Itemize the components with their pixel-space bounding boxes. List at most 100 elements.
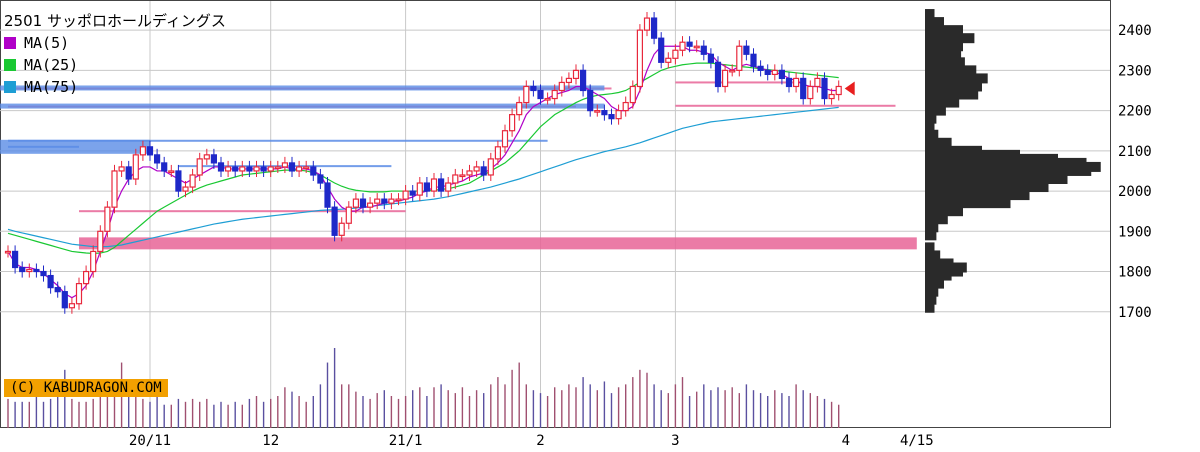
candle-body <box>707 53 715 63</box>
volume-profile-bar <box>925 113 937 124</box>
candle-body <box>650 17 658 39</box>
volume-profile-bar <box>925 206 963 217</box>
candle-body <box>90 250 97 273</box>
volume-profile-bar <box>925 182 1049 193</box>
candle-body <box>395 198 402 202</box>
candle-body <box>714 61 722 88</box>
candle-body <box>807 85 814 100</box>
volume-profile-bar <box>925 129 939 140</box>
candle-body <box>182 186 189 192</box>
level-line <box>79 237 917 250</box>
candle-body <box>579 69 587 92</box>
volume-profile-bar <box>925 302 935 313</box>
volume-profile-bar <box>925 105 946 116</box>
candle-body <box>175 170 182 192</box>
candle-body <box>658 37 665 63</box>
level-zone <box>0 139 150 154</box>
candle-body <box>551 89 558 100</box>
candle-body <box>132 154 139 180</box>
candle-body <box>68 303 76 309</box>
y-tick-label: 2200 <box>1118 104 1152 120</box>
level-line <box>675 104 896 107</box>
candle-body <box>636 29 644 88</box>
volume-profile-bar <box>925 97 960 108</box>
candle-body <box>296 166 303 172</box>
candle-body <box>33 268 40 273</box>
candle-body <box>430 178 438 192</box>
volume-profile-bar <box>925 250 941 261</box>
candle-body <box>438 178 445 192</box>
volume-profile-bar <box>925 145 982 156</box>
candle-body <box>203 154 210 160</box>
candle-body <box>523 85 530 104</box>
volume-profile-bar <box>925 89 979 100</box>
candle-body <box>480 166 487 176</box>
legend-item-ma5: MA(5) <box>4 32 226 54</box>
candle-body <box>729 69 736 73</box>
level-line <box>675 81 804 84</box>
candle-body <box>537 89 544 100</box>
candle-body <box>594 110 601 113</box>
candle-body <box>721 69 729 88</box>
candle-body <box>501 130 509 148</box>
candle-body <box>288 162 296 172</box>
candle-body <box>686 41 693 47</box>
legend-swatch <box>4 59 16 71</box>
candle-body <box>416 182 423 196</box>
candle-body <box>118 166 125 172</box>
y-tick-label: 2100 <box>1118 144 1152 160</box>
volume-profile-bar <box>925 222 939 233</box>
candle-body <box>622 101 629 112</box>
candle-body <box>217 162 225 172</box>
ma25-line <box>7 62 839 255</box>
candle-body <box>154 154 161 164</box>
candle-body <box>139 146 146 156</box>
candle-body <box>338 222 345 236</box>
level-zone <box>0 103 605 109</box>
candle-body <box>459 174 466 178</box>
ma5-line <box>7 45 839 299</box>
y-tick-label: 2400 <box>1118 23 1152 39</box>
candle-body <box>274 166 281 170</box>
y-tick-label: 2300 <box>1118 63 1152 79</box>
candle-body <box>146 146 154 156</box>
candle-body <box>310 166 317 176</box>
volume-profile-bar <box>925 198 1011 209</box>
chart-legend: 2501 サッポロホールディングス MA(5) MA(25) MA(75) <box>4 10 226 98</box>
candle-body <box>423 182 430 192</box>
candle-body <box>303 166 310 170</box>
legend-swatch <box>4 81 16 93</box>
candle-body <box>764 69 771 75</box>
candle-body <box>75 283 83 305</box>
candle-body <box>629 85 636 104</box>
volume-profile-bar <box>925 33 975 44</box>
candle-body <box>665 57 672 63</box>
candle-body <box>168 170 175 174</box>
y-tick-label: 2000 <box>1118 184 1152 200</box>
volume-profile-bar <box>925 294 937 305</box>
candle-body <box>608 114 615 120</box>
x-tick-label: 20/11 <box>129 433 171 449</box>
legend-item-ma75: MA(75) <box>4 76 226 98</box>
legend-item-ma25: MA(25) <box>4 54 226 76</box>
candle-body <box>565 77 573 84</box>
candle-body <box>487 158 494 176</box>
y-tick-label: 1800 <box>1118 265 1152 281</box>
stock-code: 2501 <box>4 12 43 30</box>
candle-body <box>54 287 61 293</box>
volume-profile-bar <box>925 230 937 241</box>
volume-profile-bar <box>925 73 988 84</box>
candle-body <box>494 146 501 160</box>
candle-body <box>61 291 68 309</box>
volume-profile-bar <box>925 278 944 289</box>
volume-profile-bar <box>925 81 982 92</box>
candle-body <box>82 270 90 285</box>
last-price-marker <box>844 81 855 96</box>
candle-body <box>374 198 381 204</box>
volume-profile-bar <box>925 258 954 269</box>
candle-body <box>572 69 580 80</box>
candle-body <box>40 270 47 277</box>
candle-body <box>104 206 111 232</box>
candle-body <box>509 114 516 132</box>
